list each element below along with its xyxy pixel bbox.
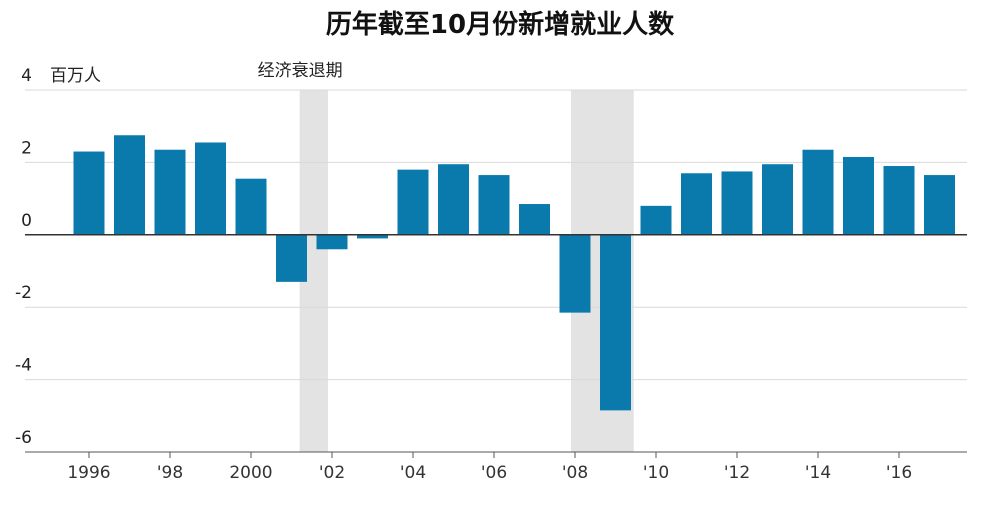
bar-2010: [640, 205, 672, 235]
bar-2008: [559, 234, 591, 313]
bar-2017: [924, 175, 955, 235]
x-tick-label: '08: [562, 463, 588, 483]
y-tick-label: -4: [15, 356, 32, 376]
y-tick-label: 4: [21, 66, 32, 86]
bar-1999: [195, 142, 226, 235]
x-tick-label: 1996: [67, 463, 110, 483]
bar-2002: [316, 234, 348, 250]
x-tick-label: '14: [805, 463, 831, 483]
labels: 经济衰退期 4 2 0 -2 -4 -6 百万人 1996 '98 2000 '02 '04 '06 '08…: [15, 61, 912, 483]
x-tick-label: '02: [319, 463, 345, 483]
y-tick-label: 0: [21, 211, 32, 231]
bar-2009: [600, 234, 631, 411]
bar-2007: [519, 204, 550, 235]
x-tick-label: '04: [400, 463, 426, 483]
chart-title: 历年截至10月份新增就业人数: [325, 10, 675, 40]
bar-2014: [802, 149, 834, 235]
bar-2004: [397, 169, 429, 235]
bar-2001: [276, 234, 307, 282]
bar-1996: [73, 151, 105, 235]
y-tick-label: -2: [15, 283, 32, 303]
x-tick-label: '06: [481, 463, 507, 483]
x-tick-label: '16: [886, 463, 912, 483]
x-tick-label: '12: [724, 463, 750, 483]
bar-2005: [438, 164, 469, 235]
bar-1997: [114, 135, 145, 235]
bar-1998: [154, 149, 186, 235]
y-tick-label: 2: [21, 138, 32, 158]
bar-2015: [843, 156, 874, 235]
bar-2006: [478, 175, 510, 235]
axes: [25, 234, 967, 458]
y-tick-label: -6: [15, 428, 32, 448]
bar-2013: [762, 164, 793, 235]
y-axis-unit: 百万人: [50, 66, 101, 86]
x-tick-label: '98: [157, 463, 183, 483]
x-tick-label: '10: [643, 463, 669, 483]
recession-label: 经济衰退期: [258, 61, 343, 81]
bar-2000: [235, 178, 267, 235]
gridlines: [25, 89, 967, 453]
bars: [73, 135, 955, 411]
bar-2003: [357, 234, 388, 239]
bar-2016: [883, 166, 915, 235]
bar-2011: [681, 173, 712, 235]
x-tick-label: 2000: [229, 463, 272, 483]
bar-2012: [721, 171, 753, 235]
